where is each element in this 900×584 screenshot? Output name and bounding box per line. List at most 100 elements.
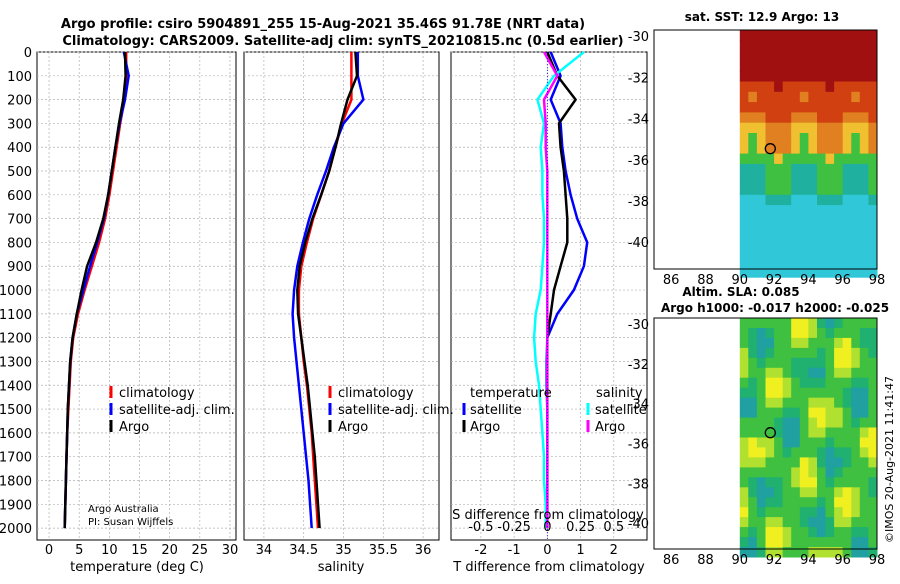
- map-cell: [834, 337, 844, 349]
- map-cell: [825, 236, 835, 247]
- map-cell: [842, 328, 852, 339]
- map-cell: [842, 112, 852, 124]
- map-cell: [799, 377, 809, 389]
- map-cell: [817, 143, 827, 155]
- map-cell: [868, 347, 878, 359]
- map-cell: [808, 377, 818, 389]
- map-cell: [817, 377, 827, 389]
- map-cell: [825, 417, 835, 429]
- map-cell: [739, 215, 749, 227]
- map-cell: [851, 143, 861, 155]
- map-cell: [868, 184, 878, 196]
- map-cell: [799, 457, 809, 468]
- map-cell: [817, 50, 827, 62]
- map-cell: [799, 367, 809, 379]
- map-cell: [817, 547, 827, 558]
- map-cell: [799, 517, 809, 528]
- map-cell: [808, 225, 818, 237]
- map-cell: [834, 143, 844, 155]
- map-cell: [842, 163, 852, 175]
- map-cell: [782, 328, 792, 339]
- map-cell: [851, 30, 861, 41]
- map-cell: [782, 437, 792, 448]
- map-cell: [834, 174, 844, 185]
- map-cell: [834, 477, 844, 488]
- map-cell: [774, 163, 784, 175]
- map-cell: [868, 527, 878, 538]
- x-tick-label: 30: [222, 543, 239, 558]
- map-cell: [799, 194, 809, 206]
- map-cell: [834, 225, 844, 237]
- map-cell: [825, 517, 835, 528]
- map-cell: [748, 102, 758, 113]
- map-cell: [868, 537, 878, 548]
- map-cell: [808, 328, 818, 339]
- map-cell: [782, 427, 792, 438]
- map-y-tick-label: -32: [628, 358, 649, 373]
- map-cell: [808, 174, 818, 185]
- map-cell: [868, 153, 878, 165]
- map-cell: [851, 357, 861, 369]
- map-cell: [817, 387, 827, 399]
- map-cell: [851, 236, 861, 247]
- map-cell: [782, 517, 792, 528]
- map-cell: [765, 507, 775, 518]
- x-tick-label: 25: [192, 543, 209, 558]
- map-cell: [791, 477, 801, 488]
- map-cell: [765, 427, 775, 438]
- map-cell: [748, 194, 758, 206]
- map-cell: [842, 60, 852, 72]
- map-cell: [774, 497, 784, 508]
- map-cell: [834, 347, 844, 359]
- map-y-tick-label: -36: [628, 437, 649, 452]
- map-cell: [851, 397, 861, 409]
- map-cell: [808, 367, 818, 379]
- sla-map-title: Altim. SLA: 0.085: [682, 285, 799, 299]
- map-cell: [748, 112, 758, 124]
- map-cell: [782, 143, 792, 155]
- map-cell: [799, 547, 809, 558]
- map-cell: [756, 318, 766, 329]
- map-cell: [834, 81, 844, 93]
- map-cell: [765, 457, 775, 468]
- map-cell: [868, 507, 878, 518]
- series-argo: [296, 51, 359, 529]
- map-cell: [774, 347, 784, 359]
- map-cell: [817, 266, 827, 278]
- map-x-tick-label: 92: [766, 273, 783, 288]
- map-x-tick-label: 94: [800, 273, 817, 288]
- map-cell: [748, 318, 758, 329]
- map-cell: [774, 547, 784, 558]
- map-cell: [739, 112, 749, 124]
- credit-line-1: Argo Australia: [88, 504, 159, 515]
- map-y-tick-label: -30: [628, 318, 649, 333]
- legend-title-salinity: salinity: [596, 386, 643, 401]
- map-cell: [834, 256, 844, 268]
- map-cell: [799, 427, 809, 438]
- map-cell: [851, 91, 861, 103]
- map-cell: [842, 537, 852, 548]
- y-tick-label: 800: [7, 236, 32, 251]
- map-cell: [782, 397, 792, 409]
- map-x-tick-label: 98: [869, 553, 886, 568]
- map-cell: [756, 507, 766, 518]
- map-cell: [799, 256, 809, 268]
- x-tick-label: 35: [335, 543, 352, 558]
- map-cell: [868, 30, 878, 41]
- map-cell: [817, 357, 827, 369]
- map-cell: [782, 447, 792, 458]
- map-cell: [765, 318, 775, 329]
- map-cell: [859, 407, 869, 419]
- map-cell: [808, 236, 818, 247]
- map-cell: [842, 205, 852, 216]
- map-cell: [859, 547, 869, 558]
- map-cell: [859, 437, 869, 448]
- map-cell: [842, 377, 852, 389]
- map-cell: [748, 537, 758, 548]
- temperature-panel: [36, 51, 237, 541]
- legend-label: climatology: [338, 386, 414, 401]
- map-cell: [782, 337, 792, 349]
- map-cell: [765, 537, 775, 548]
- map-cell: [808, 357, 818, 369]
- map-cell: [868, 407, 878, 419]
